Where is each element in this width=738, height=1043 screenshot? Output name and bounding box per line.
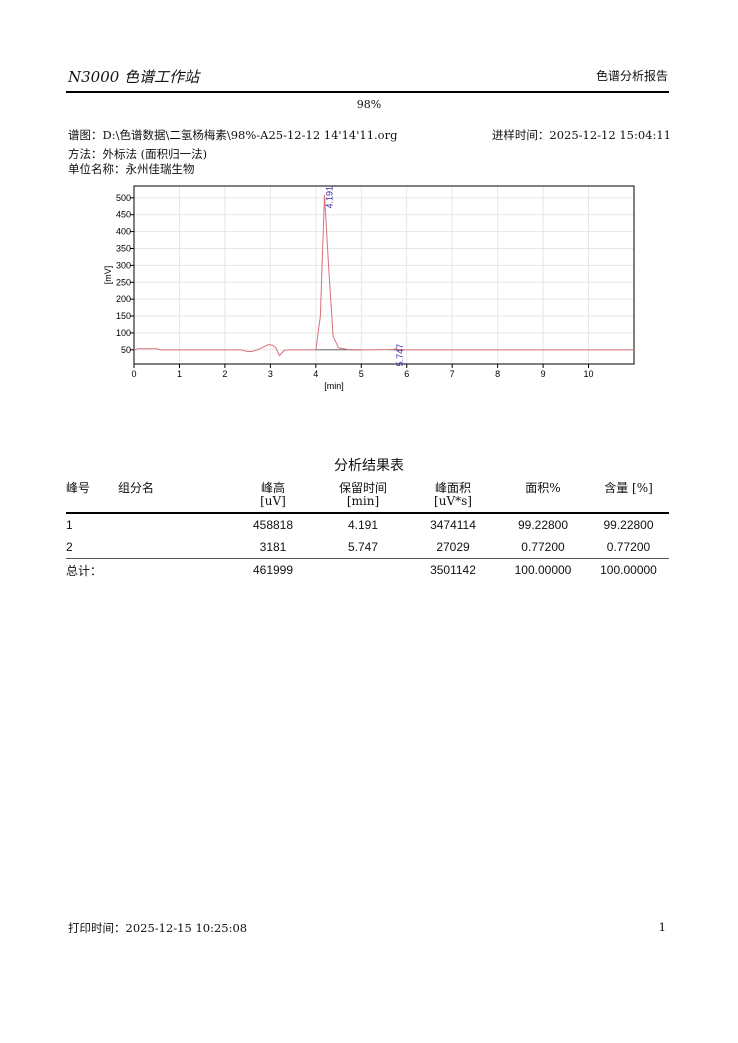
column-header: 峰面积 [uV*s] [408, 482, 498, 513]
table-cell: 461999 [252, 563, 294, 577]
chromatogram-chart: 0 1 2 3 4 5 6 7 8 9 10 50 100 150 200 250 300 350 400 450 50… [103, 185, 635, 391]
table-cell: 458818 [252, 518, 294, 532]
y-tick-label: 100 [116, 328, 131, 338]
column-header: 峰号 [66, 482, 118, 513]
header-label: 峰高 [260, 481, 285, 495]
x-tick-label: 2 [222, 369, 227, 379]
header-unit: [uV] [260, 494, 286, 508]
y-tick-label: 500 [116, 193, 131, 203]
column-header: 保留时间 [min] [318, 482, 408, 513]
x-tick-label: 9 [541, 369, 546, 379]
plot-frame [133, 185, 635, 365]
header-divider [66, 91, 669, 93]
header-label: 面积% [525, 481, 561, 495]
table-cell: 99.22800 [603, 518, 654, 532]
x-tick-label: 6 [404, 369, 409, 379]
table-cell [118, 513, 228, 536]
x-axis-label: [min] [324, 381, 344, 391]
y-tick-label: 150 [116, 311, 131, 321]
y-tick-label: 350 [116, 243, 131, 253]
print-time: 打印时间：2025-12-15 10:25:08 [68, 921, 248, 935]
x-tick-label: 3 [268, 369, 273, 379]
table-cell [118, 536, 228, 559]
table-title: 分析结果表 [334, 458, 404, 474]
column-header: 含量 [%] [588, 482, 669, 513]
table-cell: 2 [66, 540, 73, 554]
y-axis-label: [mV] [103, 266, 113, 285]
column-header: 组分名 [118, 482, 228, 513]
peak-label: 5.747 [395, 344, 405, 367]
y-tick-label: 400 [116, 227, 131, 237]
x-tick-label: 10 [584, 369, 594, 379]
table-cell: 100.00000 [600, 563, 657, 577]
table-cell: 5.747 [347, 540, 379, 554]
table-cell: 100.00000 [514, 563, 572, 577]
x-tick-label: 0 [131, 369, 136, 379]
header-unit: [min] [346, 494, 380, 508]
table-row: 2 3181 5.747 27029 0.77200 0.77200 [66, 536, 669, 559]
table-cell: 27029 [436, 540, 470, 554]
x-tick-label: 8 [495, 369, 500, 379]
table-cell [318, 559, 408, 582]
table-row: 1 458818 4.191 3474114 99.22800 99.22800 [66, 513, 669, 536]
table-cell: 3474114 [430, 518, 476, 532]
chromatogram-trace [133, 194, 634, 357]
y-tick-label: 50 [121, 345, 131, 355]
chromatogram-path: 谱图：D:\色谱数据\二氢杨梅素\98%-A25-12-12 14'14'11.… [68, 128, 398, 142]
page-number: 1 [658, 920, 666, 934]
total-row: 总计： 461999 3501142 100.00000 100.00000 [66, 558, 669, 582]
header-label: 组分名 [118, 481, 155, 495]
header-label: 保留时间 [338, 481, 387, 495]
table-cell: 99.22800 [517, 518, 569, 532]
app-title: N3000 色谱工作站 [68, 68, 200, 86]
header-label: 含量 [%] [604, 481, 653, 495]
header-unit: [uV*s] [434, 494, 472, 508]
results-table: 峰号 组分名 峰高 [uV] 保留时间 [min] 峰面积 [uV*s] 面积% 含量 [%] 1… [66, 482, 669, 581]
header-label: 峰面积 [434, 481, 471, 495]
x-tick-label: 5 [359, 369, 364, 379]
table-cell: 总计： [66, 563, 103, 578]
column-header: 峰高 [uV] [228, 482, 318, 513]
table-cell: 3181 [259, 540, 287, 554]
y-tick-label: 300 [116, 260, 131, 270]
peak-label: 4.191 [325, 186, 335, 209]
y-tick-label: 450 [116, 210, 131, 220]
sample-name: 98% [356, 98, 382, 111]
x-tick-label: 4 [313, 369, 318, 379]
column-header: 面积% [498, 482, 588, 513]
table-cell: 3501142 [430, 563, 476, 577]
header-label: 峰号 [66, 481, 91, 495]
table-cell: 0.77200 [606, 540, 651, 554]
table-cell: 0.77200 [521, 540, 565, 554]
method: 方法：外标法 (面积归一法) [68, 147, 208, 161]
injection-time: 进样时间：2025-12-12 15:04:11 [491, 128, 671, 142]
table-cell: 1 [66, 518, 73, 532]
table-cell: 4.191 [347, 518, 379, 532]
report-type: 色谱分析报告 [595, 69, 668, 83]
unit-name: 单位名称：永州佳瑞生物 [68, 162, 195, 176]
x-tick-label: 1 [177, 369, 182, 379]
x-tick-label: 7 [450, 369, 455, 379]
table-cell [118, 559, 228, 582]
y-tick-label: 250 [116, 277, 131, 287]
y-tick-label: 200 [116, 294, 131, 304]
